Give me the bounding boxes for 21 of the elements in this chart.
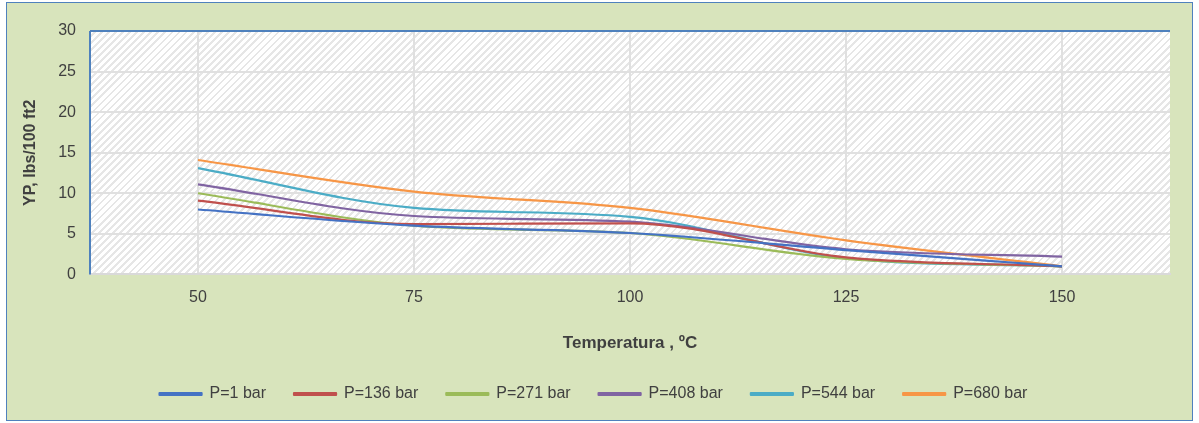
y-tick-label: 15: [58, 143, 77, 161]
legend-label: P=136 bar: [344, 384, 419, 402]
x-axis-title: Temperatura , ºC: [562, 333, 698, 353]
x-tick-label: 50: [189, 288, 207, 306]
legend-label: P=408 bar: [648, 384, 724, 402]
legend-label: P=271 bar: [496, 384, 572, 402]
legend-label: P=544 bar: [800, 384, 876, 402]
y-tick-label: 5: [67, 224, 77, 242]
legend-label: P=680 bar: [953, 384, 1029, 402]
y-tick-label: 10: [58, 183, 77, 201]
legend-label: P=1 bar: [209, 384, 267, 402]
x-tick-label: 125: [832, 288, 860, 306]
y-tick-label: 0: [67, 264, 77, 282]
x-tick-label: 150: [1048, 288, 1076, 306]
y-tick-label: 25: [58, 61, 77, 79]
y-tick-label: 20: [58, 102, 77, 120]
y-tick-label: 30: [58, 21, 77, 39]
line-series: [196, 183, 1064, 258]
x-tick-label: 100: [616, 288, 644, 306]
x-tick-label: 75: [405, 288, 423, 306]
y-axis-title: YP, lbs/100 ft2: [21, 99, 39, 206]
